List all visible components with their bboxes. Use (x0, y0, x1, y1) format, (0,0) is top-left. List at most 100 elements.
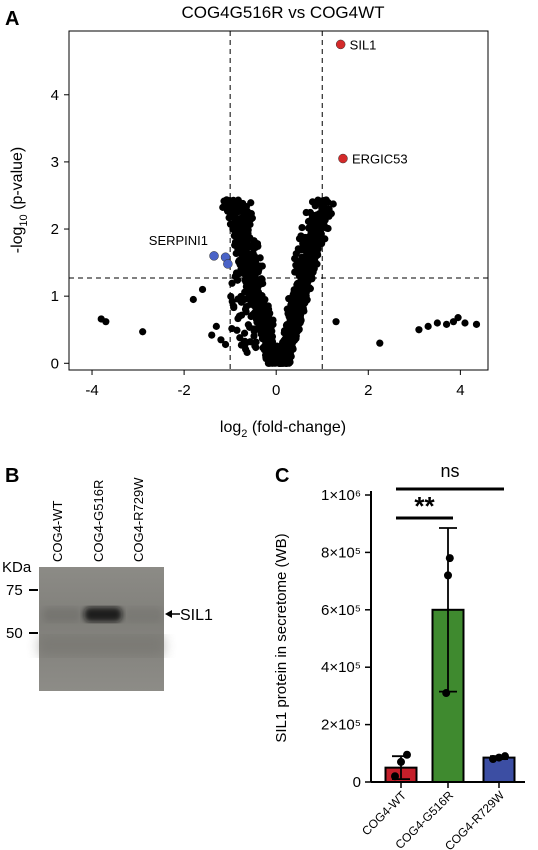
outlier-point (454, 314, 462, 322)
y-tick-label: 1 (51, 288, 59, 305)
protein-point (244, 266, 252, 274)
volcano-y-axis-label: -log10 (p-value) (9, 147, 30, 254)
protein-point (239, 209, 248, 217)
protein-point (234, 244, 242, 253)
x-tick-label: -4 (85, 382, 98, 399)
y-tick-label: 4 (51, 87, 59, 104)
replicate-point (445, 554, 454, 563)
protein-point (304, 217, 313, 226)
protein-point (247, 259, 255, 268)
protein-point (297, 278, 305, 286)
outlier-point (461, 319, 469, 327)
protein-point (236, 239, 245, 247)
outlier-point (189, 295, 197, 304)
protein-point (312, 227, 320, 235)
bar-y-axis-label: SIL1 protein in secretome (WB) (273, 533, 290, 742)
protein-point (314, 196, 322, 204)
outlier-point (217, 336, 225, 344)
protein-point (294, 310, 302, 318)
significant-point (335, 39, 346, 50)
blot-band (84, 607, 122, 622)
replicate-point (403, 750, 411, 759)
bar-chart: 0 2×10⁵ 4×10⁵ 6×10⁵ 8×10⁵ 1×10⁶ **ns COG4-WT C… (273, 461, 525, 850)
protein-point (280, 337, 288, 346)
protein-point (298, 223, 306, 232)
protein-point (260, 299, 268, 307)
protein-point (242, 218, 250, 226)
protein-point (322, 198, 330, 206)
protein-point (288, 335, 296, 343)
protein-point (253, 282, 261, 291)
protein-point (237, 295, 246, 304)
protein-point (264, 357, 272, 366)
protein-point (262, 323, 270, 331)
protein-point (320, 220, 328, 228)
volcano-plot: COG4G516R vs COG4WT -4 -2 0 2 4 0 1 2 3 4 SIL1 ER… (9, 3, 489, 440)
bar-y-tick-label: 6×10⁵ (321, 602, 361, 619)
panel-a-letter: A (5, 8, 19, 30)
protein-point (302, 208, 310, 217)
protein-point (295, 316, 304, 324)
significance-label: ns (440, 461, 459, 481)
protein-point (223, 206, 231, 214)
protein-point (247, 274, 256, 283)
protein-point (231, 204, 239, 212)
x-tick-label: 2 (364, 382, 372, 399)
protein-point (248, 250, 257, 258)
replicate-point (495, 753, 503, 762)
protein-point (260, 308, 269, 316)
replicate-point (489, 755, 497, 764)
protein-point (234, 196, 242, 204)
outlier-point (332, 318, 340, 326)
protein-point (286, 324, 294, 332)
blot-band (43, 607, 81, 622)
outlier-point (442, 320, 451, 328)
y-tick-label: 0 (51, 355, 59, 372)
protein-point (232, 218, 240, 226)
outlier-point (208, 331, 216, 339)
outlier-point (376, 339, 384, 347)
protein-point (256, 254, 264, 262)
bar-y-tick-label: 4×10⁵ (321, 659, 361, 676)
bar-y-tick-label: 0 (353, 774, 361, 791)
sil1-band-arrow: SIL1 (165, 607, 213, 624)
blot-lane-label: COG4-R729W (131, 477, 146, 562)
protein-point (227, 198, 235, 206)
protein-point (247, 284, 255, 292)
protein-point (236, 334, 244, 342)
significant-point (223, 259, 233, 269)
protein-point (263, 347, 271, 355)
point-label: SIL1 (350, 37, 377, 52)
protein-point (241, 305, 250, 313)
point-label: SERPINI1 (149, 233, 208, 248)
x-tick-label: 0 (272, 382, 280, 399)
kda-label: KDa (2, 559, 32, 576)
protein-point (234, 228, 242, 236)
replicate-point (391, 772, 399, 781)
marker-label: 75 (6, 582, 23, 599)
protein-point (305, 275, 313, 283)
protein-point (309, 262, 318, 271)
outlier-point (102, 318, 110, 326)
bar-y-tick-label: 2×10⁵ (321, 717, 361, 734)
x-tick-label: 4 (456, 382, 464, 399)
protein-point (325, 211, 333, 219)
protein-point (252, 343, 260, 352)
panel-b-letter: B (5, 465, 19, 487)
protein-point (302, 292, 310, 300)
protein-point (249, 311, 257, 319)
protein-point (296, 302, 304, 310)
replicate-point (397, 757, 405, 766)
outlier-point (424, 322, 432, 330)
protein-point (242, 243, 250, 252)
protein-point (311, 202, 319, 210)
protein-point (252, 304, 260, 312)
outlier-point (221, 340, 230, 349)
outlier-point (198, 285, 207, 294)
blot-band (124, 607, 162, 622)
volcano-x-axis-label: log2 (fold-change) (220, 419, 346, 440)
significant-point (209, 251, 219, 261)
outlier-point (472, 320, 481, 328)
outlier-point (212, 322, 220, 330)
protein-point (295, 246, 303, 254)
